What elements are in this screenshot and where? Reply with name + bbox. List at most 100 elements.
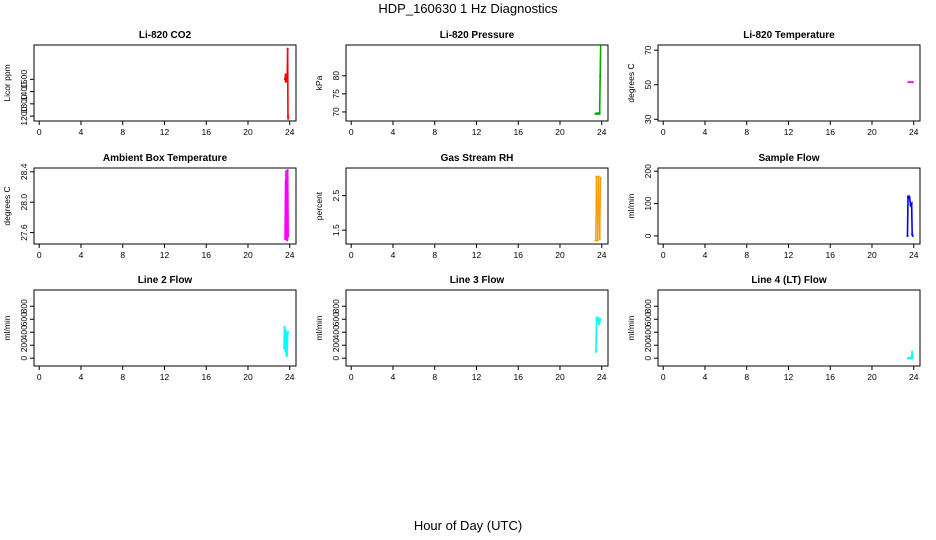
x-tick-label: 16 bbox=[513, 127, 523, 137]
x-tick-label: 0 bbox=[37, 127, 42, 137]
y-tick-label: 800 bbox=[19, 299, 29, 313]
data-point bbox=[594, 350, 598, 353]
y-axis-label: degrees C bbox=[2, 186, 12, 225]
y-tick-label: 200 bbox=[331, 338, 341, 352]
data-point bbox=[599, 74, 602, 77]
data-point bbox=[286, 114, 290, 118]
x-tick-label: 24 bbox=[909, 372, 919, 382]
y-axis-label: degrees C bbox=[626, 63, 636, 102]
y-tick-label: 400 bbox=[19, 325, 29, 339]
panel-2: Li-820 Temperature 0 4 8 12 16 20 24 30 50 70 degre… bbox=[626, 30, 921, 137]
panel-title: Ambient Box Temperature bbox=[103, 153, 228, 164]
data-point bbox=[906, 234, 909, 238]
data-point bbox=[286, 78, 289, 81]
x-tick-label: 16 bbox=[201, 250, 211, 260]
x-tick-label: 12 bbox=[784, 127, 794, 137]
y-tick-label: 0 bbox=[19, 356, 29, 361]
y-tick-label: 70 bbox=[331, 107, 341, 117]
data-point bbox=[599, 177, 602, 180]
y-tick-label: 200 bbox=[643, 338, 653, 352]
data-point bbox=[283, 325, 286, 329]
x-tick-label: 12 bbox=[472, 250, 482, 260]
x-tick-label: 24 bbox=[909, 127, 919, 137]
panel-4: Gas Stream RH 0 4 8 12 16 20 24 1.5 2.5 percent bbox=[314, 153, 609, 260]
y-axis-label: percent bbox=[314, 191, 324, 220]
y-tick-label: 30 bbox=[643, 114, 653, 124]
x-tick-label: 0 bbox=[349, 250, 354, 260]
x-tick-label: 0 bbox=[349, 372, 354, 382]
series-line bbox=[906, 194, 914, 237]
x-tick-label: 12 bbox=[160, 127, 170, 137]
x-tick-label: 8 bbox=[744, 372, 749, 382]
data-point bbox=[911, 350, 914, 353]
x-tick-label: 4 bbox=[703, 127, 708, 137]
x-tick-label: 4 bbox=[79, 127, 84, 137]
x-tick-label: 0 bbox=[661, 250, 666, 260]
y-tick-label: 800 bbox=[643, 299, 653, 313]
plot-frame bbox=[33, 167, 297, 245]
data-point bbox=[598, 237, 601, 240]
y-tick-label: 600 bbox=[643, 312, 653, 326]
y-tick-label: 28.0 bbox=[19, 194, 29, 211]
y-axis-label: ml/min bbox=[626, 315, 636, 340]
data-point bbox=[908, 196, 911, 199]
data-point bbox=[287, 331, 290, 334]
data-point bbox=[597, 175, 600, 178]
y-axis-label: ml/min bbox=[626, 193, 636, 218]
x-tick-label: 4 bbox=[79, 372, 84, 382]
panel-title: Line 3 Flow bbox=[450, 275, 505, 286]
page-x-axis-label: Hour of Day (UTC) bbox=[413, 518, 523, 533]
x-tick-label: 8 bbox=[120, 372, 125, 382]
x-tick-label: 20 bbox=[243, 250, 253, 260]
x-tick-label: 24 bbox=[597, 250, 607, 260]
y-tick-label: 800 bbox=[331, 299, 341, 313]
y-tick-label: 2.5 bbox=[331, 189, 341, 201]
x-tick-label: 12 bbox=[160, 372, 170, 382]
data-point bbox=[287, 117, 290, 120]
x-tick-label: 20 bbox=[867, 250, 877, 260]
x-tick-label: 0 bbox=[37, 372, 42, 382]
x-tick-label: 0 bbox=[349, 127, 354, 137]
x-tick-label: 20 bbox=[867, 127, 877, 137]
data-point bbox=[910, 202, 913, 205]
panel-title: Sample Flow bbox=[758, 153, 819, 164]
y-tick-label: 100 bbox=[643, 196, 653, 210]
x-tick-label: 12 bbox=[160, 250, 170, 260]
y-tick-label: 400 bbox=[331, 325, 341, 339]
panel-1: Li-820 Pressure 0 4 8 12 16 20 24 70 75 80 kPa bbox=[314, 30, 609, 137]
data-point bbox=[286, 353, 289, 357]
x-tick-label: 8 bbox=[120, 127, 125, 137]
x-tick-label: 12 bbox=[472, 372, 482, 382]
panel-5: Sample Flow 0 4 8 12 16 20 24 0 100 200 ml/min bbox=[626, 153, 921, 260]
x-tick-label: 20 bbox=[555, 372, 565, 382]
x-tick-label: 0 bbox=[37, 250, 42, 260]
plot-frame bbox=[657, 289, 921, 367]
plot-frame bbox=[345, 167, 609, 245]
x-tick-label: 4 bbox=[79, 250, 84, 260]
x-tick-label: 8 bbox=[120, 250, 125, 260]
y-tick-label: 200 bbox=[643, 164, 653, 178]
data-point bbox=[282, 347, 286, 350]
data-point bbox=[286, 239, 289, 242]
panel-title: Line 4 (LT) Flow bbox=[751, 275, 827, 286]
data-point bbox=[594, 239, 597, 242]
x-tick-label: 4 bbox=[391, 127, 396, 137]
y-axis-label: kPa bbox=[314, 75, 324, 90]
panel-title: Line 2 Flow bbox=[138, 275, 193, 286]
panel-title: Gas Stream RH bbox=[441, 153, 514, 164]
x-tick-label: 8 bbox=[744, 127, 749, 137]
x-tick-label: 0 bbox=[661, 127, 666, 137]
data-point bbox=[595, 175, 598, 178]
y-tick-label: 0 bbox=[331, 356, 341, 361]
page-title: HDP_160630 1 Hz Diagnostics bbox=[378, 1, 558, 16]
panel-8: Line 4 (LT) Flow 0 4 8 12 16 20 24 0 200400600800… bbox=[626, 275, 921, 382]
x-tick-label: 24 bbox=[285, 372, 295, 382]
y-tick-label: 80 bbox=[331, 71, 341, 81]
y-axis-label: ml/min bbox=[314, 315, 324, 340]
y-tick-label: 600 bbox=[331, 312, 341, 326]
panel-3: Ambient Box Temperature 0 4 8 12 16 20 24 27.6 28… bbox=[2, 153, 297, 260]
y-tick-label: 1300 bbox=[19, 94, 29, 113]
series-line bbox=[595, 44, 602, 115]
x-tick-label: 20 bbox=[555, 250, 565, 260]
